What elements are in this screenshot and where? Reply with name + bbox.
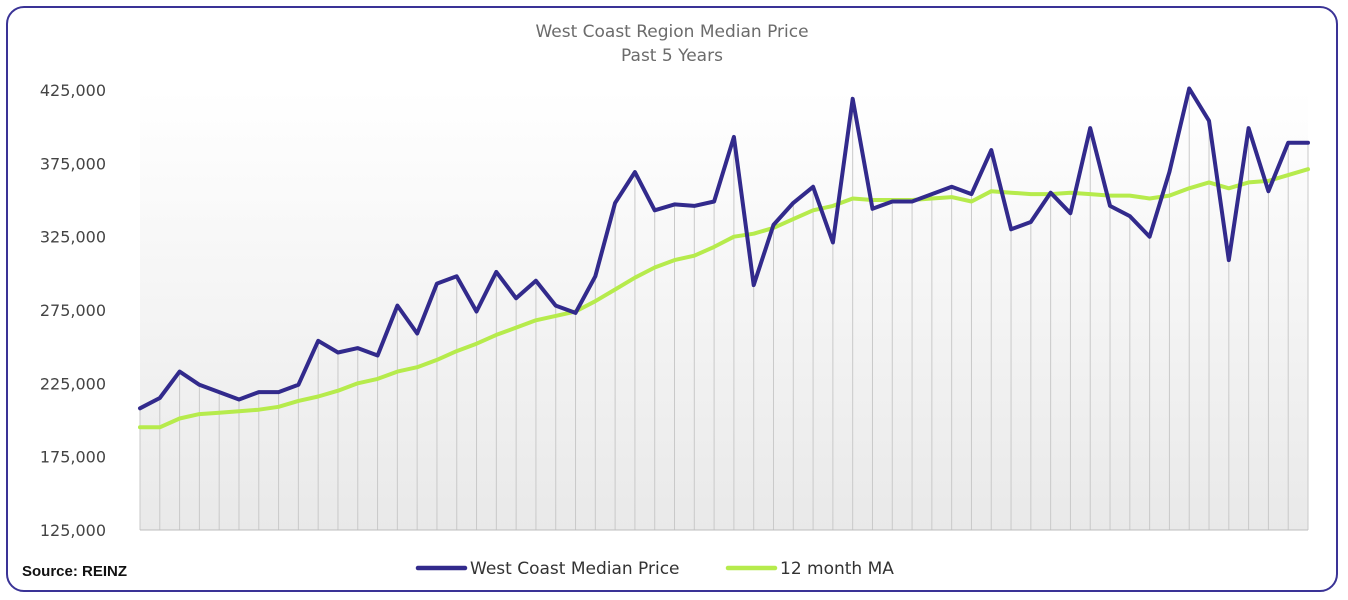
drop-lines xyxy=(139,88,1309,530)
y-tick-label: 225,000 xyxy=(40,374,106,393)
series-line-12-month-ma xyxy=(138,167,1310,430)
legend-label-median: West Coast Median Price xyxy=(470,559,680,579)
y-tick-label: 175,000 xyxy=(40,448,106,467)
series-line-median-price xyxy=(138,86,1310,411)
legend-label-ma: 12 month MA xyxy=(780,559,894,579)
y-tick-label: 325,000 xyxy=(40,228,106,247)
source-note: Source: REINZ xyxy=(22,563,127,580)
y-tick-label: 375,000 xyxy=(40,154,106,173)
y-axis: 125,000 175,000 225,000 275,000 325,000 375,0… xyxy=(40,81,106,540)
y-tick-label: 275,000 xyxy=(40,301,106,320)
legend: West Coast Median Price 12 month MA xyxy=(415,559,894,579)
y-tick-label: 125,000 xyxy=(40,521,106,540)
y-tick-label: 425,000 xyxy=(40,81,106,100)
chart-subtitle: Past 5 Years xyxy=(621,46,723,66)
plot-area xyxy=(140,90,1308,530)
chart-title: West Coast Region Median Price xyxy=(535,22,808,42)
series-layer xyxy=(138,86,1310,430)
